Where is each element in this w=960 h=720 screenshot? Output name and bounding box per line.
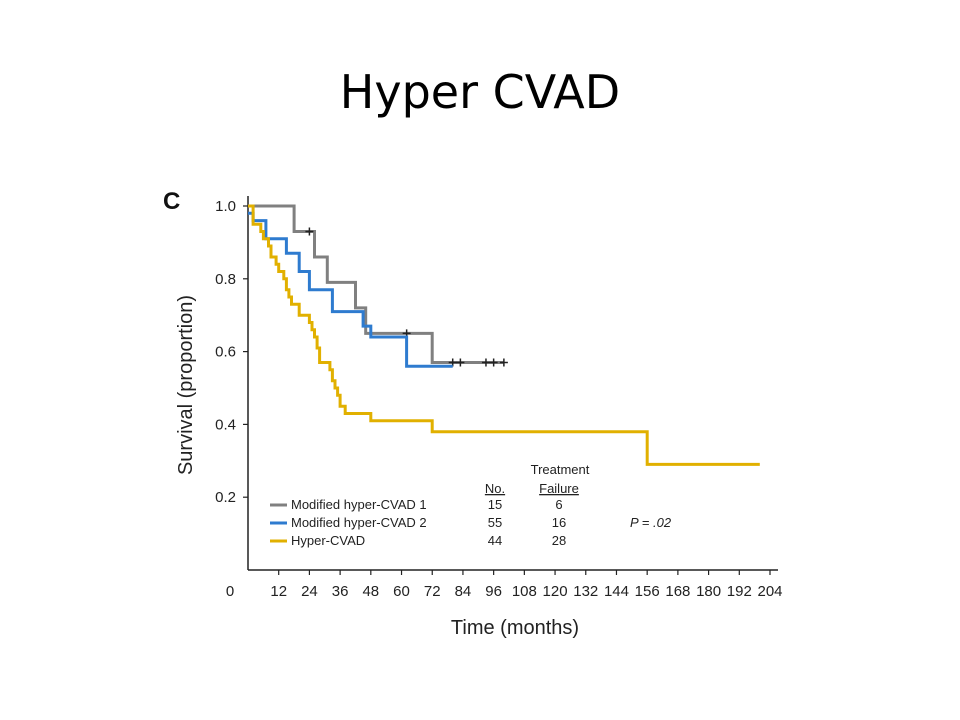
y-tick-label: 0.4 xyxy=(215,416,236,433)
censor-mark xyxy=(305,227,314,236)
x-tick-label: 24 xyxy=(301,583,318,600)
legend-p-value: P = .02 xyxy=(630,515,672,530)
censor-mark xyxy=(481,358,490,367)
censor-mark xyxy=(499,358,508,367)
legend-no-value: 44 xyxy=(488,533,502,548)
legend-failure-value: 28 xyxy=(552,533,566,548)
x-tick-label: 0 xyxy=(226,583,234,600)
x-tick-label: 84 xyxy=(455,583,472,600)
x-tick-label: 60 xyxy=(393,583,410,600)
legend-series-name: Hyper-CVAD xyxy=(291,533,365,548)
x-tick-label: 204 xyxy=(757,583,782,600)
legend-header-no: No. xyxy=(485,481,505,496)
legend-no-value: 15 xyxy=(488,497,502,512)
x-tick-label: 108 xyxy=(512,583,537,600)
x-tick-label: 12 xyxy=(270,583,287,600)
legend-failure-value: 6 xyxy=(555,497,562,512)
series-line-0 xyxy=(248,204,504,364)
legend-header-failure: Failure xyxy=(539,481,579,496)
panel-label: C xyxy=(163,188,180,215)
x-axis-title: Time (months) xyxy=(451,617,579,639)
x-tick-label: 180 xyxy=(696,583,721,600)
censor-mark xyxy=(489,358,498,367)
legend-rows: Modified hyper-CVAD 1 15 6 Modified hyper-C… xyxy=(270,497,566,548)
x-tick-label: 120 xyxy=(543,583,568,600)
y-tick-label: 0.8 xyxy=(215,271,236,288)
x-tick-label: 192 xyxy=(727,583,752,600)
legend: Treatment No. Failure P = .02 Modified h… xyxy=(270,462,672,548)
legend-series-name: Modified hyper-CVAD 2 xyxy=(291,515,427,530)
y-tick-label: 1.0 xyxy=(215,198,236,215)
x-tick-label: 144 xyxy=(604,583,629,600)
y-tick-label: 0.6 xyxy=(215,344,236,361)
x-tick-label: 72 xyxy=(424,583,441,600)
chart-series xyxy=(248,204,760,466)
legend-series-name: Modified hyper-CVAD 1 xyxy=(291,497,427,512)
x-tick-label: 168 xyxy=(665,583,690,600)
series-line-2 xyxy=(248,204,760,466)
x-tick-label: 96 xyxy=(485,583,502,600)
series-line-1 xyxy=(248,211,453,368)
x-tick-label: 48 xyxy=(362,583,379,600)
legend-no-value: 55 xyxy=(488,515,502,530)
legend-failure-value: 16 xyxy=(552,515,566,530)
y-tick-label: 0.2 xyxy=(215,489,236,506)
x-tick-label: 36 xyxy=(332,583,349,600)
x-tick-label: 156 xyxy=(635,583,660,600)
legend-header-treatment: Treatment xyxy=(531,462,590,477)
chart-axes: 0.2 0.4 0.6 0.8 1.0 0 12 24 36 48 60 72 84 96 108 120 13… xyxy=(215,196,783,600)
x-tick-label: 132 xyxy=(573,583,598,600)
y-axis-title: Survival (proportion) xyxy=(175,295,197,475)
censor-mark xyxy=(456,358,465,367)
slide-title: Hyper CVAD xyxy=(339,65,621,119)
censor-mark xyxy=(448,358,457,367)
